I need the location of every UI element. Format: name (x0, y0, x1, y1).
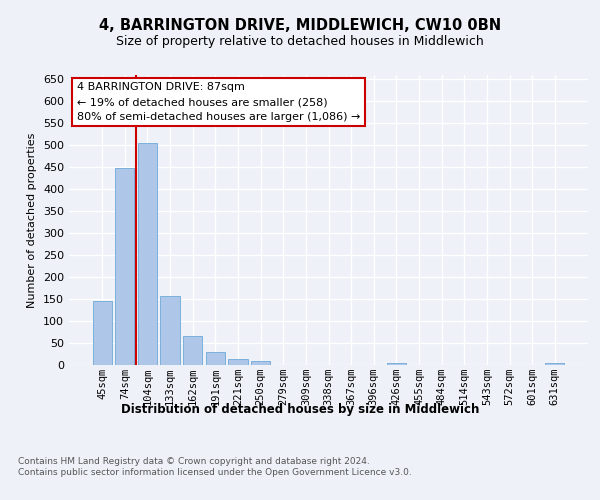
Text: 4 BARRINGTON DRIVE: 87sqm
← 19% of detached houses are smaller (258)
80% of semi: 4 BARRINGTON DRIVE: 87sqm ← 19% of detac… (77, 82, 360, 122)
Bar (251, 362, 270, 365)
Bar (138, 142, 157, 365)
Bar (206, 352, 225, 365)
Bar (115, 168, 134, 365)
Bar (229, 360, 248, 365)
Bar (183, 336, 202, 365)
Text: 4, BARRINGTON DRIVE, MIDDLEWICH, CW10 0BN: 4, BARRINGTON DRIVE, MIDDLEWICH, CW10 0B… (99, 18, 501, 32)
Text: Contains HM Land Registry data © Crown copyright and database right 2024.
Contai: Contains HM Land Registry data © Crown c… (18, 458, 412, 477)
Text: Distribution of detached houses by size in Middlewich: Distribution of detached houses by size … (121, 402, 479, 415)
Bar (387, 363, 406, 365)
Bar (545, 363, 565, 365)
Text: Size of property relative to detached houses in Middlewich: Size of property relative to detached ho… (116, 35, 484, 48)
Y-axis label: Number of detached properties: Number of detached properties (28, 132, 37, 308)
Bar (92, 302, 112, 365)
Bar (160, 296, 180, 365)
